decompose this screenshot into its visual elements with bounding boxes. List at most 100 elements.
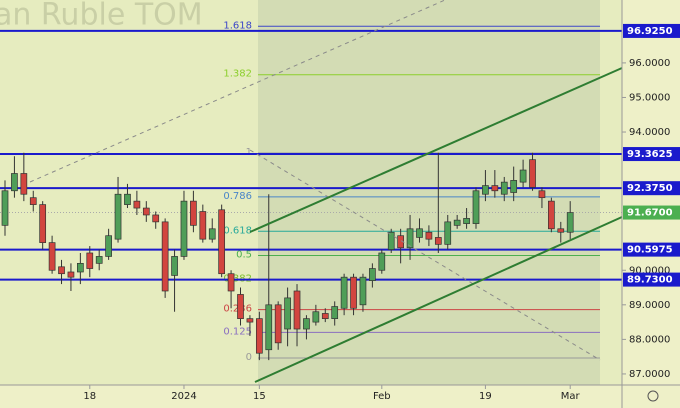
candle-body — [406, 228, 414, 249]
candle-body — [161, 221, 169, 292]
candle-body — [105, 235, 112, 257]
candle-body — [378, 252, 386, 271]
candle-body — [519, 169, 527, 183]
candle-body — [529, 159, 536, 188]
fib-label: 0.125 — [223, 326, 252, 337]
candle-body — [20, 173, 28, 195]
y-tick-label: 90.0000 — [629, 265, 670, 276]
fib-label: 0.618 — [223, 225, 252, 236]
y-tick-label: 96.0000 — [629, 58, 670, 69]
candle-body — [171, 256, 178, 276]
price-marker — [623, 147, 680, 162]
price-marker — [623, 181, 680, 196]
watermark: an Ruble TOM — [0, 0, 203, 33]
candle-body — [142, 207, 150, 216]
candle-body — [227, 273, 235, 292]
candle-body — [274, 304, 282, 344]
y-tick-label: 88.0000 — [629, 334, 670, 345]
price-marker-label: 89.7300 — [627, 275, 673, 286]
candle-body — [444, 221, 452, 245]
candle-body — [255, 318, 263, 354]
candle-body — [133, 200, 141, 209]
x-tick-label: 18 — [83, 391, 96, 402]
candle-body — [566, 212, 574, 233]
candle-body — [218, 209, 226, 275]
candle-body — [190, 200, 197, 226]
candle-body — [11, 173, 18, 192]
candle-body — [29, 197, 37, 205]
candle-body — [208, 228, 216, 240]
x-tick-label: 2024 — [171, 391, 196, 402]
candle-body — [331, 306, 339, 319]
candle-body — [482, 185, 489, 195]
fib-label: 1.382 — [223, 69, 252, 80]
x-tick-label: Feb — [373, 391, 391, 402]
fib-label: 0 — [246, 352, 252, 363]
candle-body — [199, 211, 207, 240]
candle-body — [86, 252, 94, 269]
candle-body — [67, 271, 75, 278]
candle-body — [453, 219, 461, 226]
candle-body — [369, 268, 376, 281]
candle-body — [77, 262, 84, 273]
settings-icon[interactable] — [647, 390, 659, 402]
candle-body — [180, 200, 188, 257]
candle-body — [312, 311, 320, 323]
candle-body — [265, 304, 273, 351]
y-tick-label: 94.0000 — [629, 127, 670, 138]
x-tick-label: 19 — [479, 391, 492, 402]
fib-label: 1.618 — [223, 20, 252, 31]
x-tick-label: 15 — [253, 391, 266, 402]
channel-lower — [254, 216, 623, 383]
candle-body — [500, 181, 508, 195]
candle-body — [124, 193, 131, 205]
candle-body — [58, 266, 65, 275]
y-tick-label: 87.0000 — [629, 369, 670, 380]
price-marker — [623, 242, 680, 257]
candle-body — [246, 318, 254, 323]
price-marker-label: 96.9250 — [627, 26, 673, 37]
candle-body — [491, 185, 499, 192]
x-tick-label: Mar — [561, 391, 581, 402]
candle-body — [434, 237, 442, 245]
candle-body — [425, 231, 433, 240]
candle-body — [472, 190, 480, 224]
y-tick-label: 89.0000 — [629, 300, 670, 311]
candle-body — [557, 228, 565, 233]
candle-body — [284, 297, 291, 330]
candle-body — [237, 294, 244, 319]
fib-label: 0.786 — [223, 191, 252, 202]
candle-body — [510, 180, 518, 193]
channel-upper — [249, 67, 623, 233]
candle-body — [1, 190, 9, 226]
candle-body — [463, 218, 470, 224]
price-marker — [623, 272, 680, 287]
candle-body — [39, 204, 47, 243]
y-tick-label: 95.0000 — [629, 92, 670, 103]
candle-body — [548, 200, 555, 230]
price-marker-label: 93.3625 — [627, 149, 673, 160]
candle-body — [95, 256, 103, 264]
candle-body — [321, 313, 329, 319]
fib-label: 0.5 — [236, 250, 252, 261]
candle-body — [538, 190, 546, 199]
price-marker — [623, 23, 680, 38]
price-marker-label: 90.5975 — [627, 245, 673, 256]
candle-body — [48, 242, 56, 271]
price-marker-label: 92.3750 — [627, 183, 673, 194]
fib-label: 1 — [246, 147, 252, 158]
trend-dashed — [29, 0, 446, 183]
candle-body — [359, 276, 367, 306]
candle-body — [416, 228, 423, 238]
candle-body — [152, 214, 160, 223]
price-marker-label: 91.6700 — [627, 208, 673, 219]
candle-body — [303, 318, 310, 330]
price-marker — [623, 205, 680, 220]
candle-body — [387, 231, 395, 250]
candle-body — [350, 276, 357, 309]
candle-body — [114, 193, 122, 240]
layer: 00.1250.2360.3820.50.6180.78611.3821.618… — [0, 20, 670, 380]
candle-body — [340, 276, 348, 309]
candle-body — [293, 290, 301, 330]
